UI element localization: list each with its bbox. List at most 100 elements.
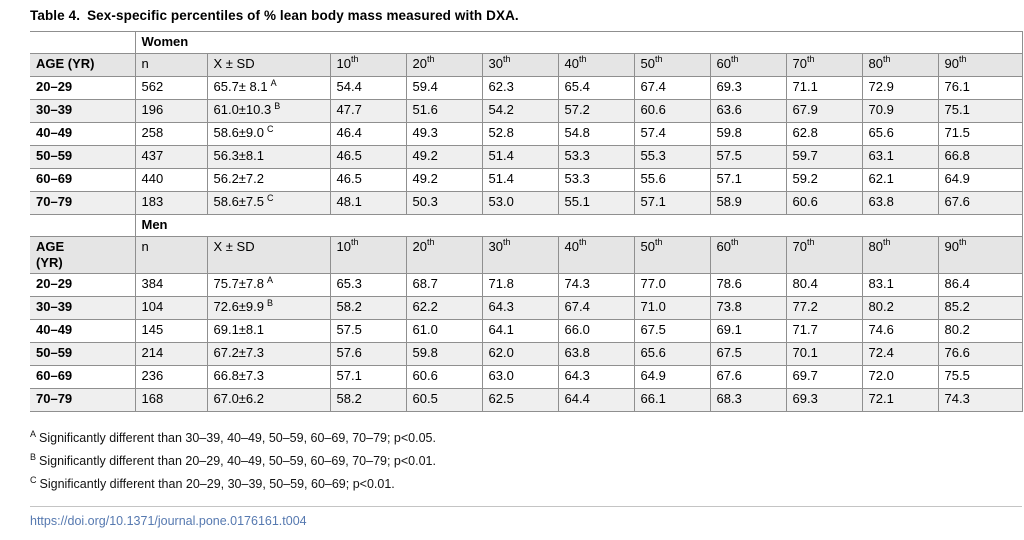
ordinal-suffix: th <box>882 236 891 247</box>
col-header-percentile-70th: 70th <box>785 53 862 77</box>
cell-age: 30–39 <box>30 296 135 320</box>
cell-percentile: 59.8 <box>709 122 786 146</box>
table-row-men-20–29: 20–29 384 75.7±7.8 A 65.3 68.7 71.8 74.3 77.0 78.… <box>30 273 1023 297</box>
table-row-men-40–49: 40–49 145 69.1±8.1 57.5 61.0 64.1 66.0 67.5 69.1… <box>30 319 1023 343</box>
section-row-women: Women <box>30 31 1023 54</box>
footnote-c-marker: C <box>30 474 37 485</box>
cell-age: 30–39 <box>30 99 135 123</box>
ordinal-suffix: th <box>502 236 511 247</box>
footnote-a-text: Significantly different than 30–39, 40–4… <box>39 431 436 445</box>
cell-n: 214 <box>134 342 207 366</box>
ordinal-suffix: th <box>958 53 967 64</box>
table-title: Table 4. Sex-specific percentiles of % le… <box>30 8 1022 23</box>
col-header-percentile-30th: 30th <box>481 53 558 77</box>
cell-percentile: 67.4 <box>633 76 710 100</box>
table-row-women-60–69: 60–69 440 56.2±7.2 46.5 49.2 51.4 53.3 55.6 57.1… <box>30 168 1023 192</box>
divider-rule <box>30 506 1022 507</box>
cell-percentile: 53.0 <box>481 191 558 215</box>
cell-percentile: 68.7 <box>405 273 482 297</box>
cell-percentile: 62.3 <box>481 76 558 100</box>
footnote-c: C Significantly different than 20–29, 30–… <box>30 473 1022 496</box>
col-header-percentile-10th: 10th <box>329 236 406 274</box>
footnote-c-text: Significantly different than 20–29, 30–3… <box>39 477 395 491</box>
section-label-women: Women <box>134 31 1023 54</box>
ordinal-suffix: th <box>882 53 891 64</box>
table-title-text: Sex-specific percentiles of % lean body … <box>87 8 519 23</box>
header-row-men: AGE (YR) n X ± SD 10th 20th 30th 40th 50th 60th 7… <box>30 236 1023 274</box>
cell-percentile: 52.8 <box>481 122 558 146</box>
cell-percentile: 57.1 <box>329 365 406 389</box>
footnote-b: B Significantly different than 20–29, 40–… <box>30 450 1022 473</box>
significance-note: A <box>270 77 277 88</box>
cell-age: 60–69 <box>30 168 135 192</box>
section-row-men: Men <box>30 214 1023 237</box>
footnote-a: A Significantly different than 30–39, 40–… <box>30 427 1022 450</box>
cell-n: 437 <box>134 145 207 169</box>
cell-percentile: 65.6 <box>861 122 938 146</box>
cell-percentile: 46.5 <box>329 145 406 169</box>
cell-percentile: 72.9 <box>861 76 938 100</box>
cell-percentile: 63.8 <box>861 191 938 215</box>
cell-percentile: 51.4 <box>481 145 558 169</box>
col-header-xsd: X ± SD <box>206 53 330 77</box>
cell-percentile: 57.5 <box>709 145 786 169</box>
cell-age: 50–59 <box>30 342 135 366</box>
ordinal-suffix: th <box>806 236 815 247</box>
cell-percentile: 49.2 <box>405 168 482 192</box>
cell-percentile: 74.3 <box>557 273 634 297</box>
cell-percentile: 60.6 <box>633 99 710 123</box>
cell-percentile: 59.2 <box>785 168 862 192</box>
cell-percentile: 64.4 <box>557 388 634 412</box>
cell-percentile: 54.8 <box>557 122 634 146</box>
col-header-percentile-90th: 90th <box>937 236 1023 274</box>
doi-link[interactable]: https://doi.org/10.1371/journal.pone.017… <box>30 514 307 528</box>
cell-percentile: 66.8 <box>937 145 1023 169</box>
cell-percentile: 76.6 <box>937 342 1023 366</box>
cell-percentile: 69.1 <box>709 319 786 343</box>
cell-percentile: 77.0 <box>633 273 710 297</box>
footnote-b-text: Significantly different than 20–29, 40–4… <box>39 454 436 468</box>
cell-percentile: 67.9 <box>785 99 862 123</box>
cell-age: 50–59 <box>30 145 135 169</box>
cell-percentile: 49.3 <box>405 122 482 146</box>
col-header-age: AGE (YR) <box>30 236 135 274</box>
cell-percentile: 72.0 <box>861 365 938 389</box>
cell-percentile: 64.3 <box>481 296 558 320</box>
table-title-label: Table 4. <box>30 8 81 23</box>
cell-xsd: 75.7±7.8 A <box>206 273 330 297</box>
cell-percentile: 63.0 <box>481 365 558 389</box>
cell-percentile: 78.6 <box>709 273 786 297</box>
col-header-percentile-90th: 90th <box>937 53 1023 77</box>
cell-percentile: 71.1 <box>785 76 862 100</box>
cell-xsd: 66.8±7.3 <box>206 365 330 389</box>
col-header-percentile-60th: 60th <box>709 236 786 274</box>
cell-percentile: 49.2 <box>405 145 482 169</box>
cell-percentile: 69.3 <box>709 76 786 100</box>
cell-percentile: 68.3 <box>709 388 786 412</box>
cell-percentile: 58.2 <box>329 296 406 320</box>
cell-xsd: 65.7± 8.1 A <box>206 76 330 100</box>
cell-percentile: 77.2 <box>785 296 862 320</box>
col-header-percentile-20th: 20th <box>405 53 482 77</box>
cell-percentile: 70.1 <box>785 342 862 366</box>
significance-note: B <box>267 297 274 308</box>
cell-percentile: 62.2 <box>405 296 482 320</box>
cell-age: 60–69 <box>30 365 135 389</box>
cell-n: 145 <box>134 319 207 343</box>
col-header-percentile-50th: 50th <box>633 236 710 274</box>
cell-percentile: 74.6 <box>861 319 938 343</box>
cell-percentile: 83.1 <box>861 273 938 297</box>
significance-note: C <box>267 192 274 203</box>
cell-percentile: 53.3 <box>557 168 634 192</box>
cell-age: 20–29 <box>30 273 135 297</box>
cell-percentile: 66.0 <box>557 319 634 343</box>
col-header-age: AGE (YR) <box>30 53 135 77</box>
table-row-women-30–39: 30–39 196 61.0±10.3 B 47.7 51.6 54.2 57.2 60.6 63… <box>30 99 1023 123</box>
col-header-percentile-50th: 50th <box>633 53 710 77</box>
col-header-percentile-40th: 40th <box>557 236 634 274</box>
cell-percentile: 57.6 <box>329 342 406 366</box>
ordinal-suffix: th <box>654 236 663 247</box>
cell-percentile: 65.3 <box>329 273 406 297</box>
cell-percentile: 65.4 <box>557 76 634 100</box>
